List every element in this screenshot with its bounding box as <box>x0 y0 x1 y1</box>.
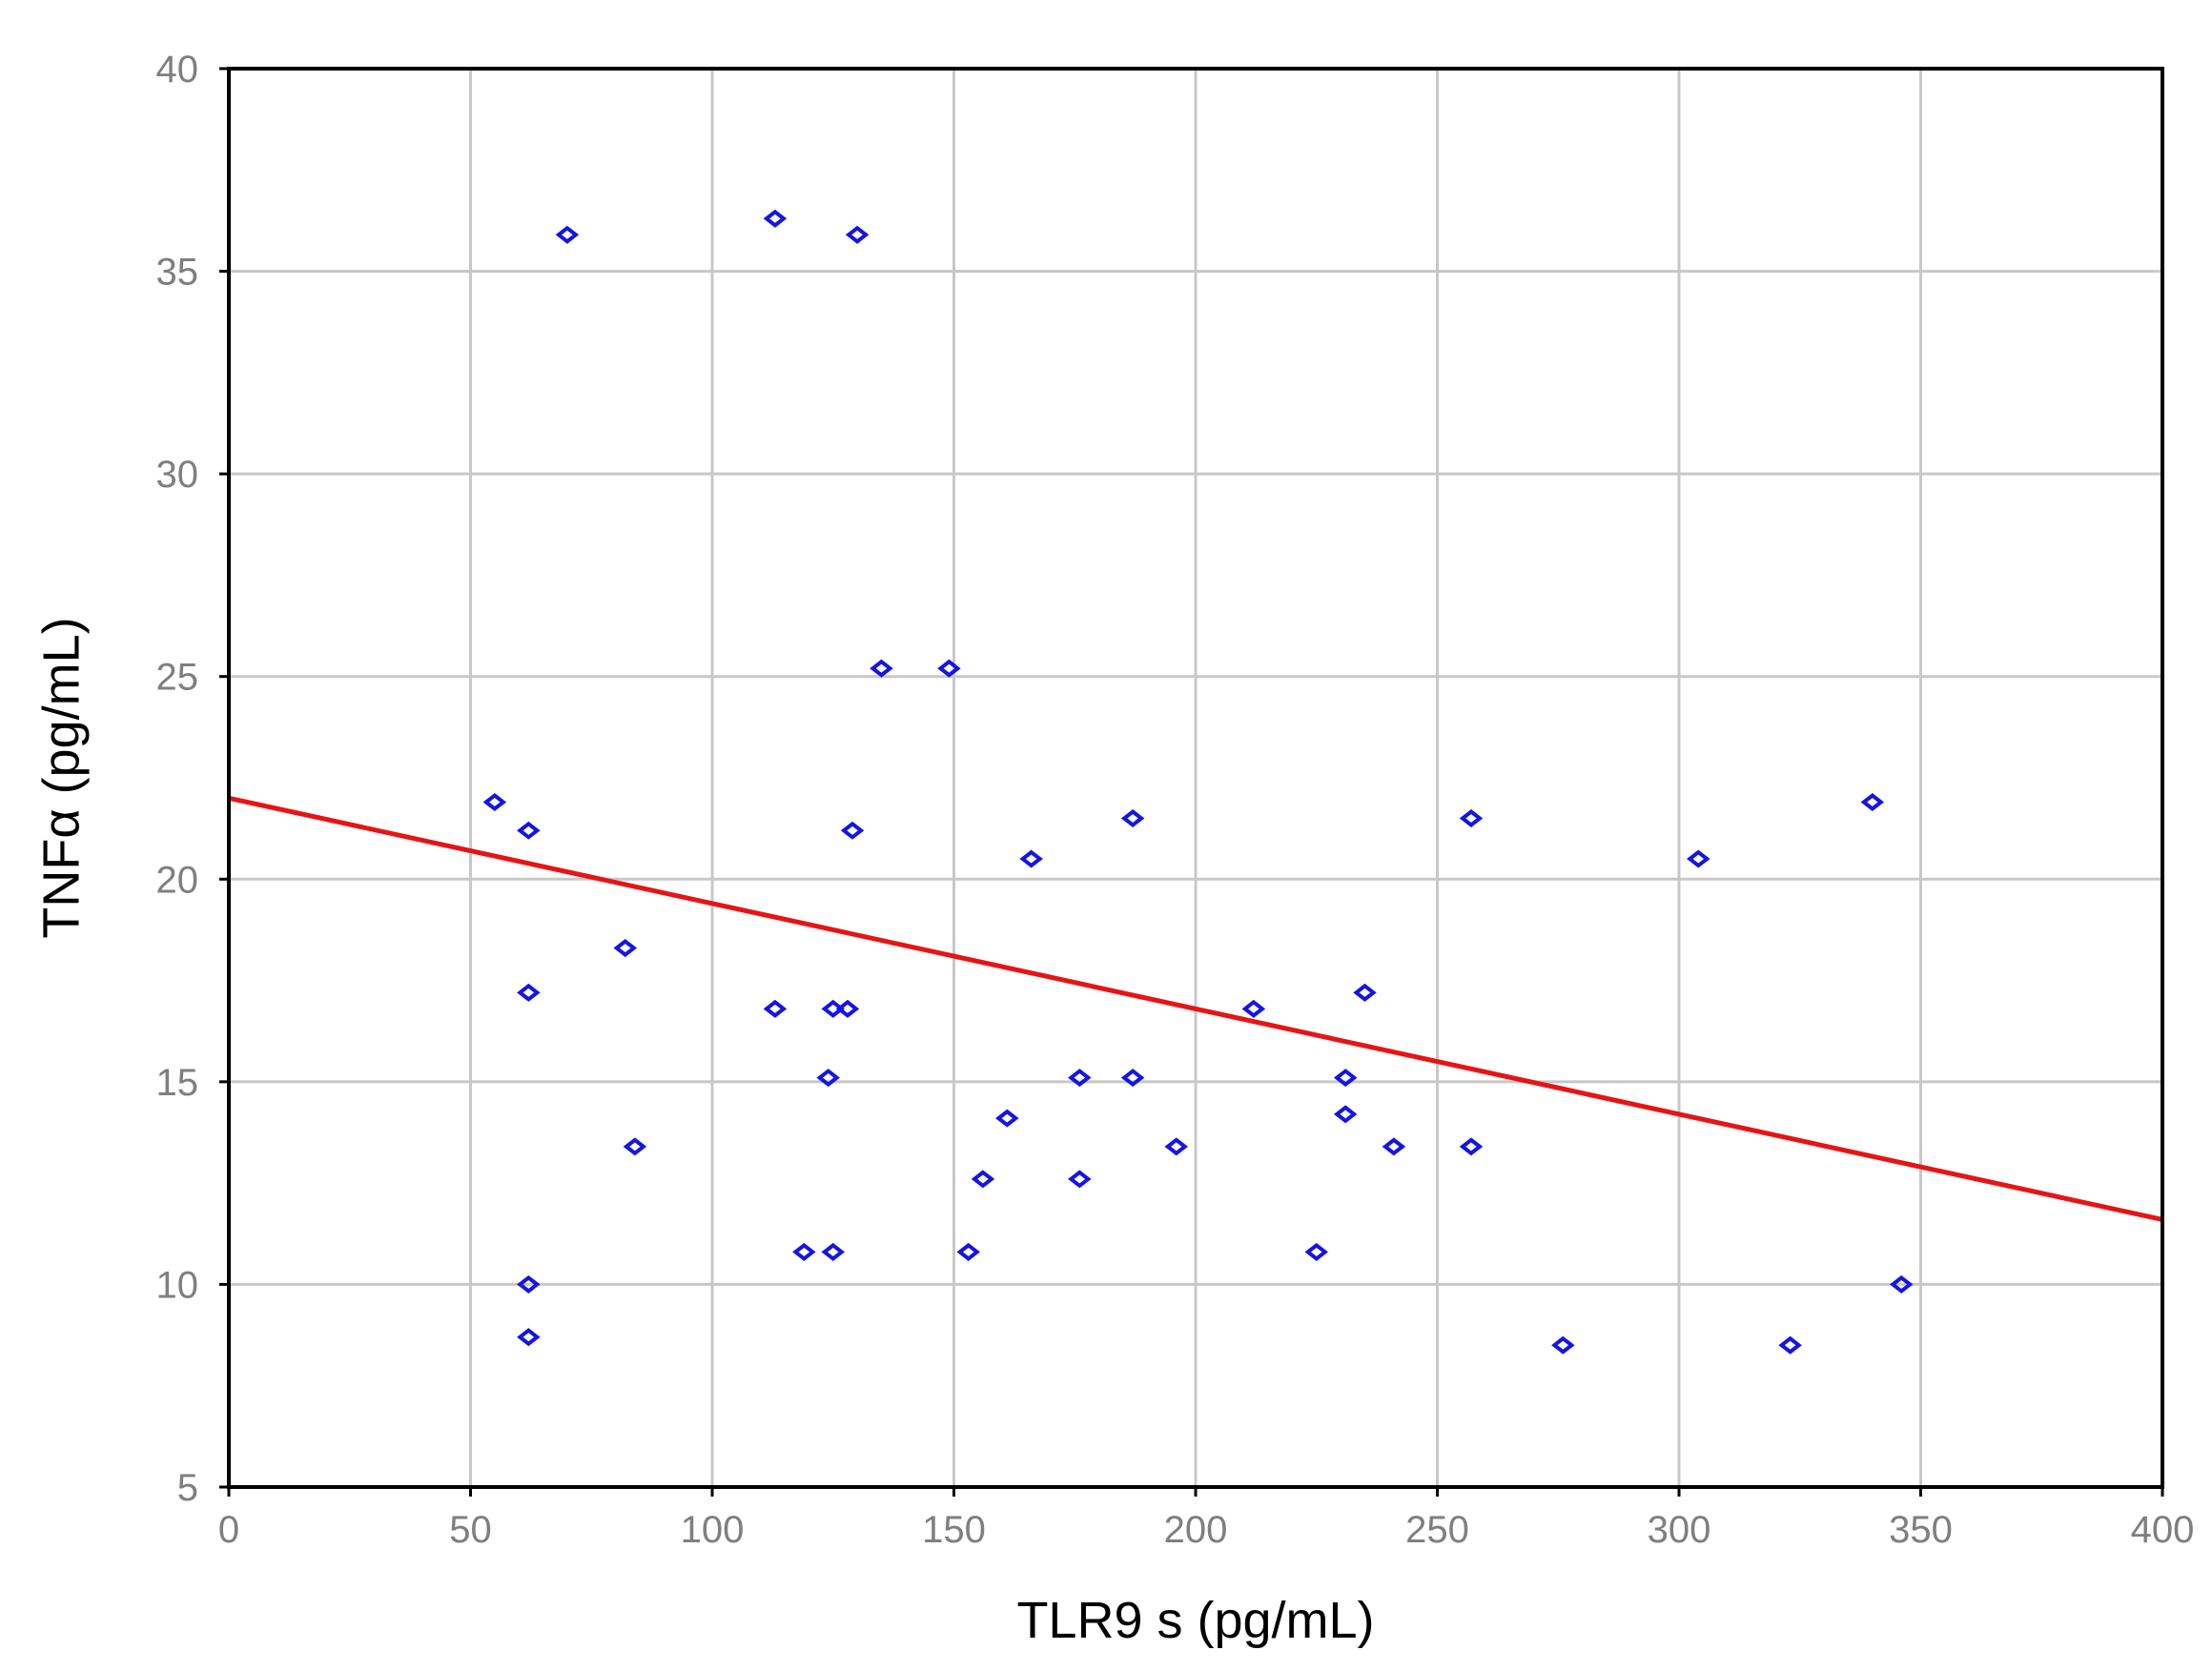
plot-frame <box>227 67 2164 1489</box>
x-tick-label: 300 <box>1648 1509 1711 1551</box>
data-point <box>821 1242 846 1261</box>
data-point <box>845 225 870 244</box>
data-point <box>971 1170 995 1189</box>
y-tick-label: 15 <box>156 1062 199 1104</box>
data-point <box>763 999 788 1018</box>
data-point <box>1687 849 1710 868</box>
x-tick-label: 200 <box>1164 1509 1228 1551</box>
data-point <box>1860 792 1885 812</box>
data-point <box>1068 1170 1092 1189</box>
data-point <box>1459 1137 1484 1156</box>
data-point <box>870 659 893 678</box>
data-point <box>1164 1137 1188 1156</box>
x-tick-label: 350 <box>1889 1509 1953 1551</box>
data-point <box>1019 849 1043 868</box>
grid-lines <box>229 69 2162 1487</box>
data-point <box>623 1137 647 1156</box>
y-tick-label: 10 <box>156 1264 199 1306</box>
data-point <box>517 1328 541 1347</box>
y-axis-ticks: 5 10 15 20 25 30 35 40 <box>156 49 229 1509</box>
y-tick-label: 30 <box>156 454 199 496</box>
data-point <box>1459 808 1484 828</box>
data-point <box>1120 1069 1145 1088</box>
x-tick-label: 250 <box>1405 1509 1469 1551</box>
data-point <box>1551 1335 1575 1355</box>
data-point <box>840 821 865 840</box>
y-tick-label: 25 <box>156 657 199 699</box>
data-point <box>1889 1274 1914 1294</box>
x-tick-label: 400 <box>2131 1509 2195 1551</box>
x-tick-label: 150 <box>922 1509 986 1551</box>
data-point <box>995 1109 1019 1128</box>
data-point <box>1120 808 1145 828</box>
regression-line <box>228 795 2163 1222</box>
y-axis-title: TNFα (pg/mL) <box>32 617 90 938</box>
y-tick-label: 5 <box>177 1467 198 1509</box>
data-point <box>517 821 541 840</box>
data-point <box>816 1069 840 1088</box>
x-axis-ticks: 0 50 100 150 200 250 300 350 400 <box>218 1487 2195 1551</box>
data-point <box>763 209 788 228</box>
data-point <box>555 225 580 244</box>
data-point <box>613 939 637 958</box>
data-point <box>1778 1335 1802 1355</box>
data-point <box>956 1242 980 1261</box>
data-point <box>1333 1069 1358 1088</box>
x-axis-title: TLR9 s (pg/mL) <box>1016 1592 1374 1649</box>
data-point <box>482 792 507 812</box>
data-point <box>1353 983 1377 1002</box>
data-point <box>835 999 860 1018</box>
x-tick-label: 0 <box>218 1509 239 1551</box>
y-tick-label: 40 <box>156 49 199 91</box>
x-tick-label: 100 <box>681 1509 745 1551</box>
data-points <box>482 209 1914 1355</box>
data-point <box>1068 1069 1092 1088</box>
data-point <box>1333 1105 1358 1124</box>
trendline-group <box>228 795 2163 1222</box>
data-point <box>1382 1137 1406 1156</box>
data-point <box>517 983 541 1002</box>
data-point <box>517 1274 541 1294</box>
data-point <box>1304 1242 1329 1261</box>
data-point <box>792 1242 816 1261</box>
x-tick-label: 50 <box>449 1509 492 1551</box>
y-tick-label: 35 <box>156 252 199 294</box>
data-point <box>1241 999 1266 1018</box>
data-point <box>937 659 961 678</box>
y-tick-label: 20 <box>156 859 199 901</box>
